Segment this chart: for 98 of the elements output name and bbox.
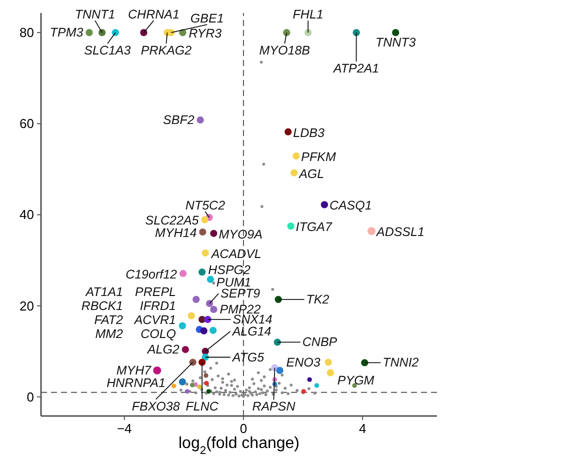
annotation: PREPL bbox=[135, 285, 176, 299]
point bbox=[196, 116, 204, 124]
annotation: ACVR1 bbox=[133, 313, 176, 327]
point bbox=[188, 312, 195, 320]
point bbox=[324, 358, 332, 366]
point bbox=[326, 369, 334, 376]
point bbox=[204, 316, 212, 324]
annotation: TNNT3 bbox=[375, 36, 416, 50]
annotation: ATG5 bbox=[231, 350, 264, 364]
point bbox=[153, 366, 162, 374]
annotation: NT5C2 bbox=[185, 198, 226, 212]
annotation: AT1A1 bbox=[84, 285, 123, 299]
point bbox=[198, 358, 206, 366]
annotation: MYO9A bbox=[218, 227, 262, 242]
annotation: AGL bbox=[298, 166, 324, 181]
annotation: TNNT1 bbox=[74, 8, 116, 22]
annotation: SEPT9 bbox=[220, 286, 260, 301]
point bbox=[204, 380, 209, 386]
annotation: MYH14 bbox=[154, 226, 197, 240]
annotation: ADSSL1 bbox=[375, 225, 424, 240]
point bbox=[292, 152, 300, 160]
point bbox=[210, 326, 217, 334]
annotation: FBXO38 bbox=[132, 399, 180, 414]
annotation: TNNI2 bbox=[382, 356, 419, 370]
annotation: ITGA7 bbox=[296, 220, 333, 234]
point bbox=[206, 276, 214, 283]
annotation: FAT2 bbox=[94, 313, 124, 327]
annotation: MYO18B bbox=[259, 44, 310, 58]
annotation: HSPG2 bbox=[208, 263, 251, 278]
annotation: SLC1A3 bbox=[84, 44, 131, 58]
y-tick-label: 20 bbox=[20, 298, 34, 314]
point bbox=[206, 389, 211, 394]
point bbox=[198, 268, 206, 276]
annotation: ALG2 bbox=[146, 342, 180, 357]
point bbox=[284, 128, 292, 136]
point bbox=[201, 216, 208, 224]
annotation: ACADVL bbox=[210, 246, 262, 261]
point bbox=[171, 384, 176, 388]
point bbox=[367, 227, 376, 236]
point bbox=[199, 228, 206, 236]
y-tick-label: 60 bbox=[20, 116, 34, 132]
annotation: SNX14 bbox=[232, 312, 272, 326]
point bbox=[98, 29, 106, 36]
point bbox=[190, 382, 195, 388]
y-tick-label: 0 bbox=[26, 389, 34, 404]
point bbox=[182, 346, 189, 354]
annotation: PYGM bbox=[337, 374, 375, 388]
annotation: SBF2 bbox=[163, 113, 194, 128]
point bbox=[178, 322, 186, 330]
point bbox=[304, 29, 312, 36]
point bbox=[178, 378, 186, 386]
annotation: HNRNPA1 bbox=[106, 376, 166, 390]
point bbox=[184, 389, 190, 394]
point bbox=[290, 169, 298, 176]
annotation: FLNC bbox=[186, 399, 220, 414]
annotation: ATP2A1 bbox=[332, 62, 380, 76]
point bbox=[314, 383, 320, 388]
point bbox=[192, 296, 200, 304]
annotation: IFRD1 bbox=[140, 299, 176, 313]
annotation: C19orf12 bbox=[126, 267, 178, 282]
annotation: COLQ bbox=[140, 327, 176, 341]
annotation: PFKM bbox=[301, 150, 336, 164]
point bbox=[140, 29, 148, 36]
point bbox=[276, 366, 284, 374]
annotation: CNBP bbox=[302, 335, 338, 350]
y-tick-label: 40 bbox=[20, 207, 34, 222]
point bbox=[287, 222, 294, 230]
annotation: TK2 bbox=[306, 292, 330, 306]
annotation: RBCK1 bbox=[81, 299, 123, 313]
annotation: CASQ1 bbox=[329, 198, 372, 213]
y-tick-label: 80 bbox=[20, 25, 34, 40]
x-axis-title: log$_{2}$(fold change) bbox=[178, 435, 300, 457]
annotation: MYH7 bbox=[116, 363, 152, 378]
point bbox=[274, 338, 281, 346]
annotation: ALG14 bbox=[231, 324, 272, 338]
point bbox=[200, 327, 208, 334]
point bbox=[320, 201, 328, 208]
point bbox=[307, 377, 312, 382]
annotation: LDB3 bbox=[293, 126, 324, 140]
x-tick-label: 4 bbox=[358, 421, 366, 436]
point bbox=[361, 359, 368, 366]
x-tick-label: −4 bbox=[116, 421, 132, 436]
annotation: MM2 bbox=[95, 327, 124, 341]
annotation: RAPSN bbox=[252, 400, 296, 414]
annotation: SLC22A5 bbox=[145, 214, 199, 228]
annotation: CHRNA1 bbox=[128, 8, 180, 22]
annotation: FHL1 bbox=[292, 8, 324, 22]
point bbox=[202, 249, 209, 257]
annotation: TPM3 bbox=[50, 26, 84, 40]
annotation: GBE1 bbox=[190, 12, 224, 26]
point bbox=[392, 29, 400, 36]
annotation: PRKAG2 bbox=[140, 44, 192, 58]
x-tick-label: 0 bbox=[240, 421, 248, 436]
annotation: RYR3 bbox=[188, 26, 222, 41]
point bbox=[210, 230, 218, 237]
point bbox=[204, 373, 208, 378]
annotation: ENO3 bbox=[286, 355, 320, 370]
point bbox=[210, 306, 218, 314]
